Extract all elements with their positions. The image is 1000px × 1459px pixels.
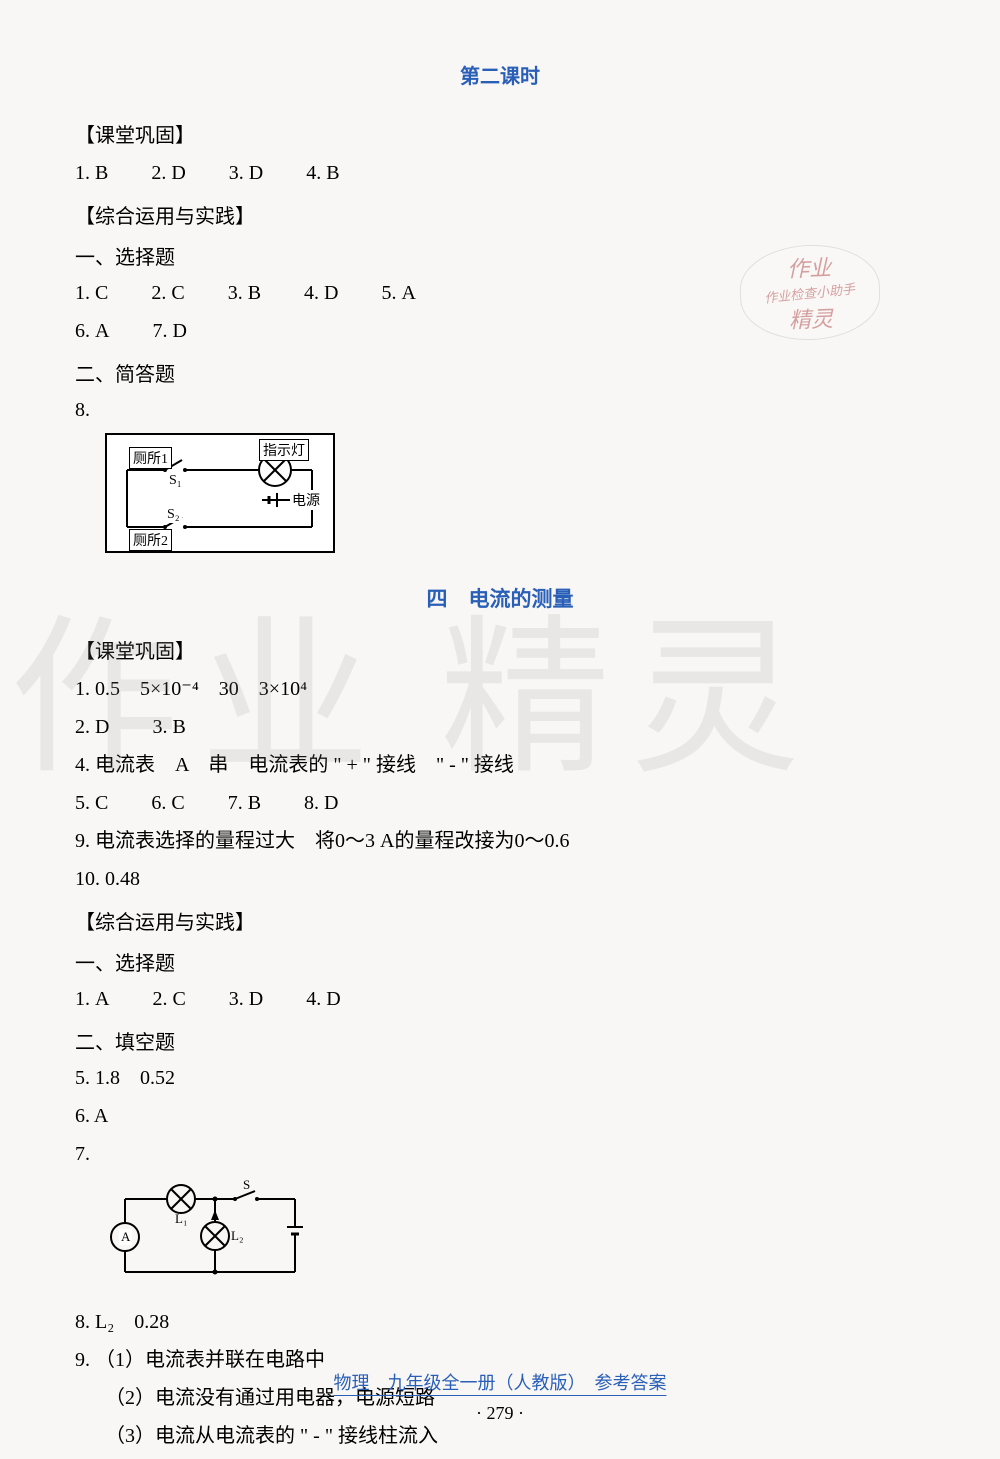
s3b2-l6: 6. A [75, 1101, 925, 1131]
label-L1: L₁ [173, 1211, 189, 1227]
footer-text: 物理 九年级全一册（人教版） 参考答案 [0, 1369, 1000, 1395]
label-S: S [241, 1177, 252, 1193]
s3b2-p1-label: 一、选择题 [75, 947, 925, 976]
s3b2-p2-label: 二、填空题 [75, 1026, 925, 1055]
section3-block1-label: 【课堂巩固】 [75, 635, 925, 664]
label-toilet2: 厕所2 [129, 529, 172, 551]
s3b2-p1-row: 1. A 2. C 3. D 4. D [75, 984, 925, 1014]
section3-title: 四 电流的测量 [75, 583, 925, 613]
s3b1-l1: 1. 0.5 5×10⁻⁴ 30 3×10⁴ [75, 674, 925, 704]
s3b1-l5: 5. C 6. C 7. B 8. D [75, 788, 925, 818]
s3b1-l10: 10. 0.48 [75, 864, 925, 894]
label-s1: S₁ [167, 473, 184, 489]
section2-label: 【综合运用与实践】 [75, 200, 925, 229]
circuit-diagram-1: 厕所1 S₁ 指示灯 电源 S₂ 厕所2 [105, 433, 335, 553]
section2-q8: 8. [75, 395, 925, 425]
page-footer: 物理 九年级全一册（人教版） 参考答案 · 279 · [0, 1369, 1000, 1424]
s3b2-l7: 7. [75, 1139, 925, 1169]
s3b2-l5: 5. 1.8 0.52 [75, 1063, 925, 1093]
section2-part2-label: 二、简答题 [75, 358, 925, 387]
label-s2: S₂ [165, 507, 182, 523]
circuit-diagram-2: A L₁ L₂ S [105, 1177, 315, 1292]
label-A: A [119, 1229, 132, 1245]
s3b1-l9: 9. 电流表选择的量程过大 将0～3 A的量程改接为0～0.6 [75, 826, 925, 856]
label-L2: L₂ [229, 1228, 245, 1244]
page-title: 第二课时 [75, 60, 925, 89]
section1-label: 【课堂巩固】 [75, 119, 925, 148]
s3b1-l2: 2. D 3. B [75, 712, 925, 742]
s3b2-l8: 8. L₂ 0.28 [75, 1307, 925, 1337]
s3b2-l9-3: （3）电流从电流表的 " - " 接线柱流入 [75, 1421, 925, 1451]
footer-page: · 279 · [0, 1403, 1000, 1424]
label-power: 电源 [290, 490, 322, 510]
label-light: 指示灯 [259, 439, 309, 461]
label-toilet1: 厕所1 [129, 447, 172, 469]
section1-answers: 1. B 2. D 3. D 4. B [75, 158, 925, 188]
s3b1-l4: 4. 电流表 A 串 电流表的 " + " 接线 " - " 接线 [75, 750, 925, 780]
stamp-line3: 精灵 [788, 301, 833, 335]
section3-block2-label: 【综合运用与实践】 [75, 906, 925, 935]
stamp-line1: 作业 [787, 250, 832, 284]
